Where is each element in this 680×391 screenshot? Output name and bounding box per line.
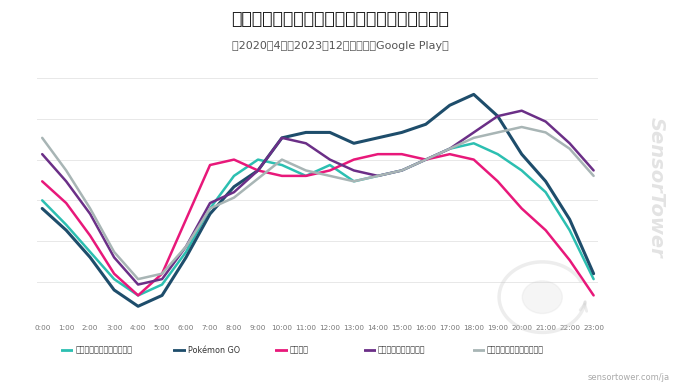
Text: SensorTower    Data That Drives App Growth: SensorTower Data That Drives App Growth [24,373,221,382]
Text: 京メモ！: 京メモ！ [290,346,309,355]
Text: 日本の人気位置情報ゲームの時間帯別滹在時間: 日本の人気位置情報ゲームの時間帯別滹在時間 [231,10,449,28]
Text: ウマ娘プリティーダービー: ウマ娘プリティーダービー [487,346,544,355]
Text: SensorTower: SensorTower [647,117,666,258]
Text: Pokémon GO: Pokémon GO [188,346,240,355]
Text: ドラゴンクエストウォーク: ドラゴンクエストウォーク [75,346,133,355]
Text: モンスターストライク: モンスターストライク [378,346,426,355]
Text: sensortower.com/ja: sensortower.com/ja [588,373,670,382]
Text: （2020年4月～2023年12月：全世界Google Play）: （2020年4月～2023年12月：全世界Google Play） [232,41,448,51]
Circle shape [522,281,562,314]
